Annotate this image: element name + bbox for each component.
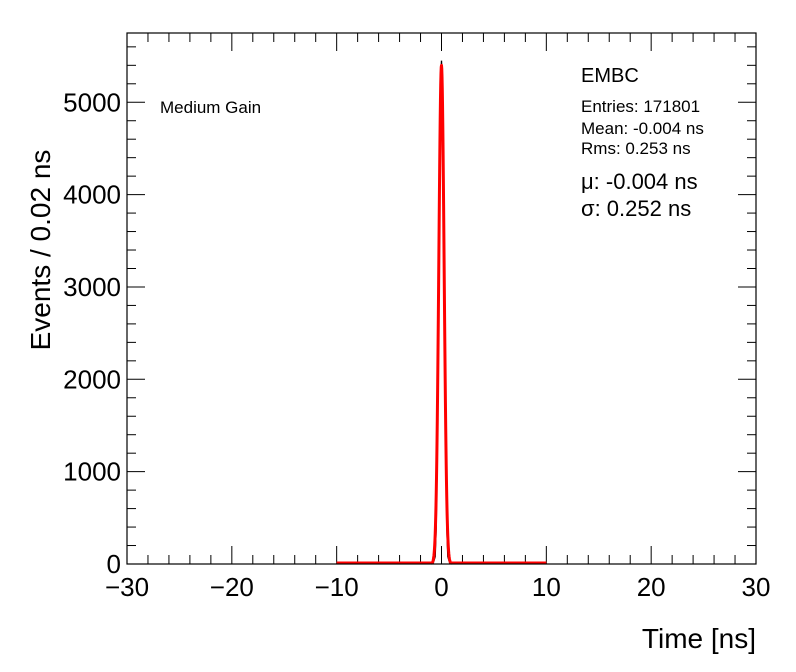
y-tick-label: 4000 — [63, 180, 121, 210]
x-tick-label: −30 — [105, 572, 149, 602]
x-axis-title: Time [ns] — [642, 623, 756, 654]
stats-title: EMBC — [581, 65, 639, 87]
fit-mu: μ: -0.004 ns — [581, 169, 698, 194]
gaussian-fit-line — [335, 63, 548, 565]
x-tick-label: 30 — [742, 572, 771, 602]
tick-labels: −30 −20 −10 0 10 20 30 0 1000 2000 3000 4000 5000 — [63, 87, 770, 602]
stats-mean: Mean: -0.004 ns — [581, 119, 704, 138]
y-tick-label: 5000 — [63, 87, 121, 117]
axis-ticks — [126, 33, 757, 565]
plot-data — [335, 60, 548, 565]
stats-rms: Rms: 0.253 ns — [581, 139, 691, 158]
y-tick-label: 3000 — [63, 272, 121, 302]
x-tick-label: −10 — [315, 572, 359, 602]
stats-entries: Entries: 171801 — [581, 97, 700, 116]
y-tick-label: 2000 — [63, 364, 121, 394]
x-tick-label: −20 — [210, 572, 254, 602]
x-tick-label: 20 — [637, 572, 666, 602]
y-tick-label: 1000 — [63, 457, 121, 487]
y-tick-label: 0 — [107, 549, 121, 579]
y-axis-title: Events / 0.02 ns — [25, 150, 56, 351]
x-tick-label: 10 — [532, 572, 561, 602]
x-tick-label: 0 — [434, 572, 448, 602]
gain-annotation: Medium Gain — [160, 98, 261, 117]
plot-frame — [126, 32, 757, 565]
fit-sigma: σ: 0.252 ns — [581, 196, 691, 221]
